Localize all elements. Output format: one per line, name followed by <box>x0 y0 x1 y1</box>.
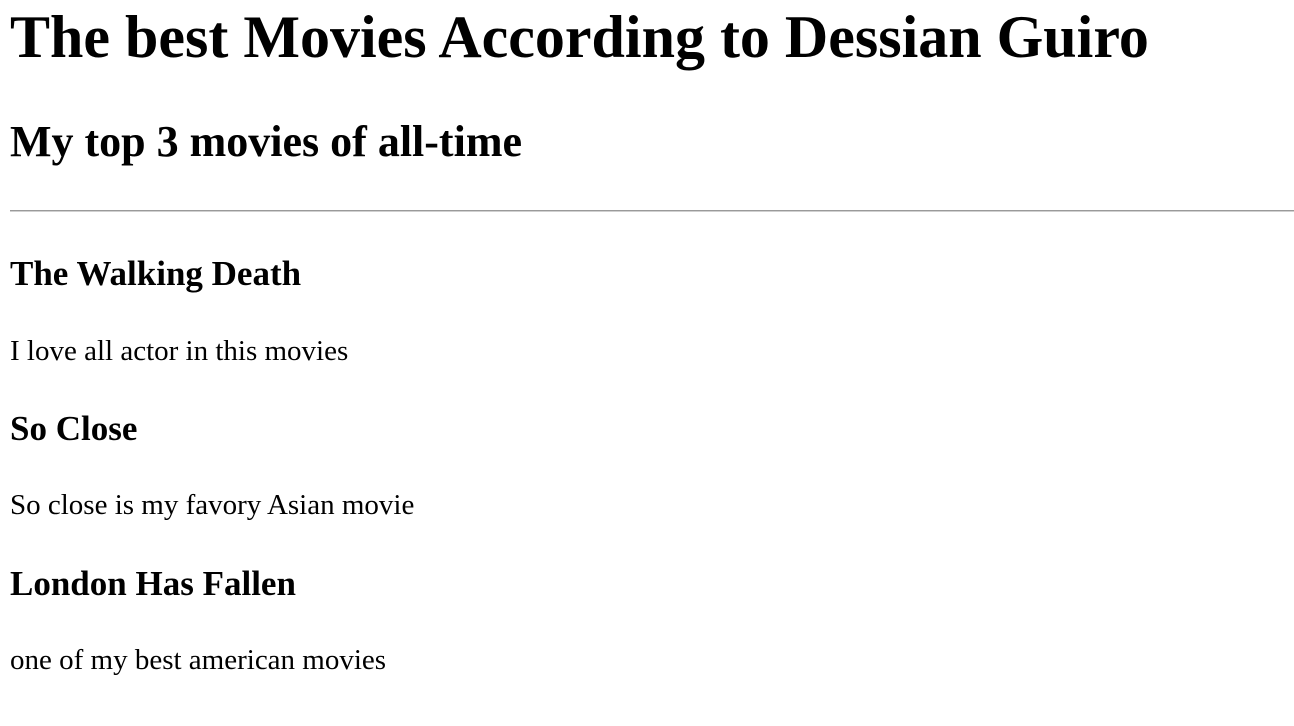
movie-title-2: So Close <box>10 409 138 448</box>
section-divider <box>10 210 1294 212</box>
page-title: The best Movies According to Dessian Gui… <box>10 4 1149 70</box>
movie-title-1: The Walking Death <box>10 254 302 293</box>
movie-description-1: I love all actor in this movies <box>10 335 349 367</box>
movie-description-2: So close is my favory Asian movie <box>10 489 415 521</box>
page-subtitle: My top 3 movies of all-time <box>10 117 522 166</box>
movie-description-3: one of my best american movies <box>10 644 387 676</box>
movie-title-3: London Has Fallen <box>10 564 296 603</box>
